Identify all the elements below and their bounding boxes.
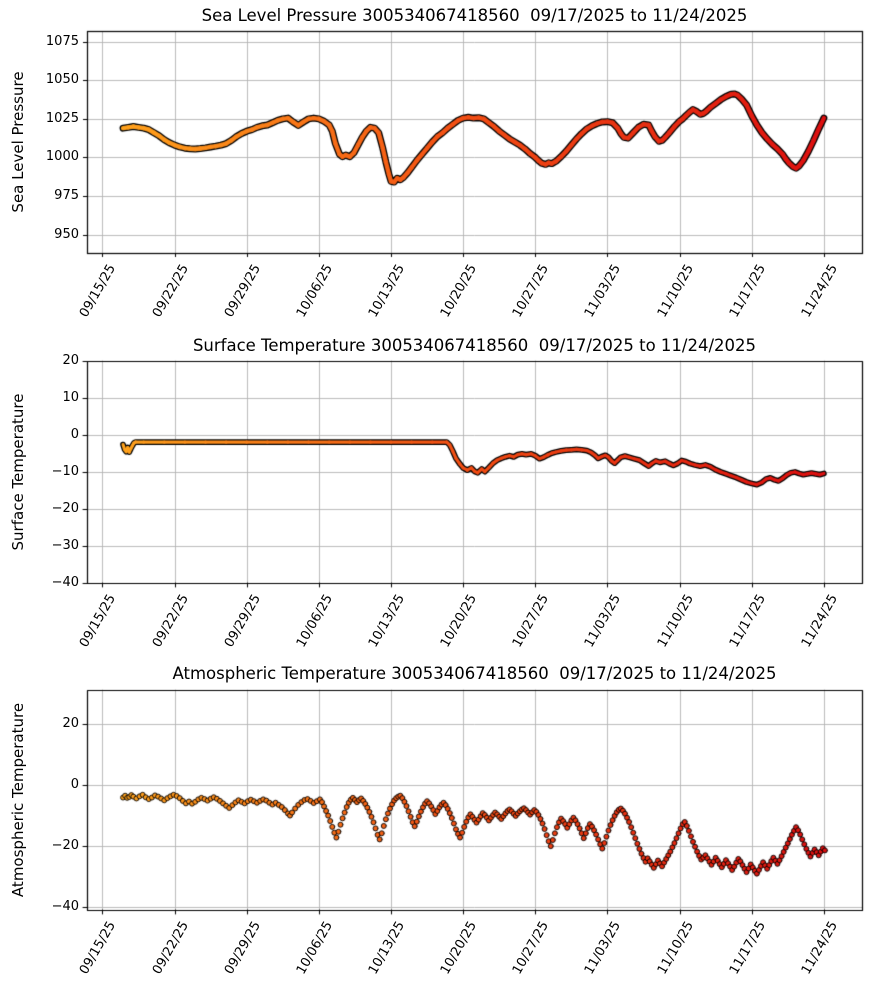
y-tick-label: 0 (70, 427, 79, 442)
y-tick-label: 975 (54, 187, 79, 203)
y-tick-label: −40 (51, 898, 79, 914)
y-tick-label: −20 (51, 501, 79, 516)
y-tick-label: −40 (51, 575, 79, 590)
chart-title-sea-level-pressure: Sea Level Pressure 300534067418560 09/17… (201, 6, 748, 25)
y-tick-label: 0 (70, 776, 79, 792)
y-tick-label: 1075 (45, 33, 79, 49)
y-axis-label-sea-level-pressure: Sea Level Pressure (9, 71, 27, 213)
y-tick-label: 20 (62, 715, 79, 731)
chart-title-atmospheric-temperature: Atmospheric Temperature 300534067418560 … (172, 664, 777, 683)
y-tick-label: 1000 (45, 149, 79, 165)
y-tick-label: −30 (51, 538, 79, 553)
y-tick-label: 1050 (45, 72, 79, 88)
y-tick-label: 20 (62, 353, 79, 368)
y-tick-label: −10 (51, 464, 79, 479)
y-tick-label: 950 (54, 226, 79, 242)
y-tick-label: 10 (62, 390, 79, 405)
chart-title-surface-temperature: Surface Temperature 300534067418560 09/1… (192, 336, 757, 355)
y-tick-label: 1025 (45, 110, 79, 126)
y-tick-label: −20 (51, 837, 79, 853)
